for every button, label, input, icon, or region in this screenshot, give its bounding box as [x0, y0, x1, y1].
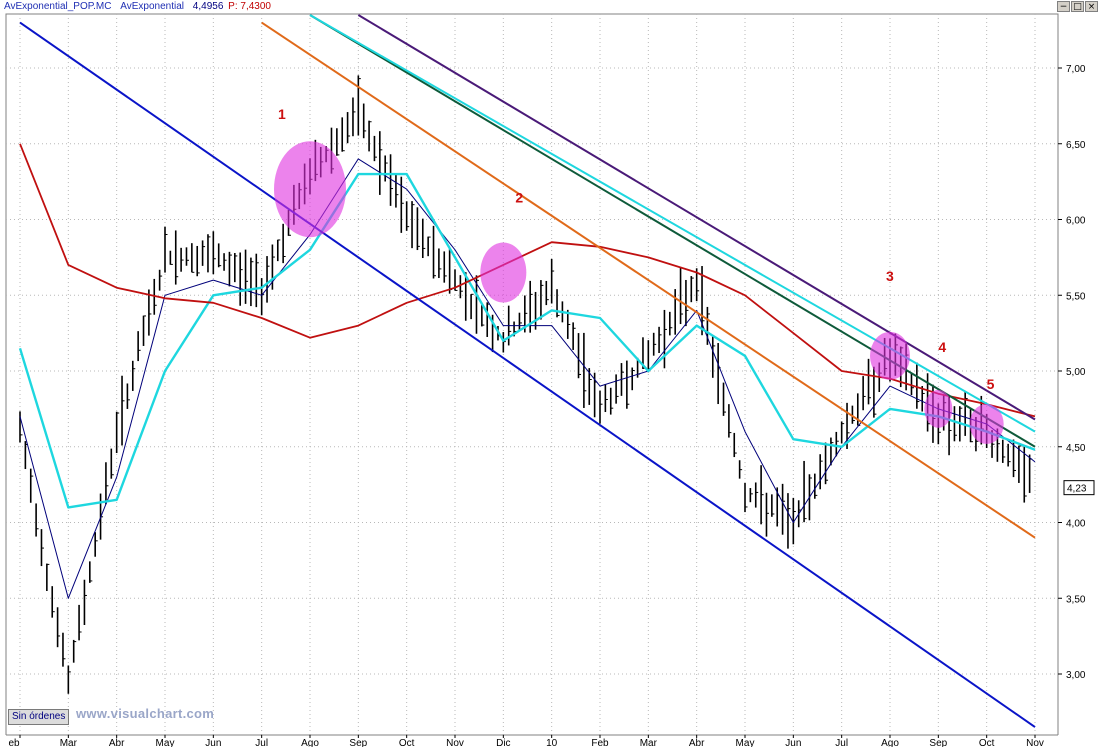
x-tick-label: Jul — [835, 738, 848, 747]
highlight-zone-3 — [870, 331, 910, 380]
orders-button[interactable]: Sin órdenes — [8, 709, 70, 725]
annotation-label-2: 2 — [515, 190, 523, 206]
highlight-zone-4 — [924, 389, 953, 428]
x-tick-label: Abr — [109, 738, 125, 747]
x-tick-label: Mar — [640, 738, 658, 747]
y-tick-label: 4,00 — [1066, 519, 1086, 530]
trendline-orange — [261, 21, 1036, 539]
last-price-label: 4,23 — [1067, 484, 1087, 495]
legend-value: 4,4956 — [192, 1, 224, 12]
trendline-purple — [357, 14, 1036, 421]
x-tick-label: Ago — [881, 738, 899, 747]
x-tick-label: Feb — [591, 738, 609, 747]
x-tick-label: Mar — [60, 738, 78, 747]
x-tick-label: Dic — [496, 738, 510, 747]
minimize-button[interactable]: − — [1057, 1, 1070, 12]
x-tick-label: Sep — [349, 738, 367, 747]
y-tick-label: 6,50 — [1066, 140, 1086, 151]
trendline-blue — [19, 21, 1036, 728]
legend-indicator-2: AvExponential — [120, 1, 185, 12]
y-tick-label: 4,50 — [1066, 443, 1086, 454]
x-tick-label: Abr — [689, 738, 705, 747]
annotation-label-1: 1 — [278, 106, 286, 122]
x-tick-label: May — [156, 738, 175, 747]
y-tick-label: 3,00 — [1066, 670, 1086, 681]
highlight-zone-1 — [274, 141, 346, 238]
annotation-label-4: 4 — [938, 339, 946, 355]
annotation-label-3: 3 — [886, 268, 894, 284]
x-tick-label: Nov — [446, 738, 464, 747]
x-tick-label: eb — [8, 738, 20, 747]
x-tick-label: Jun — [785, 738, 801, 747]
x-tick-label: 10 — [546, 738, 558, 747]
highlight-zone-5 — [969, 404, 1004, 445]
trendline-cyan — [309, 14, 1036, 433]
watermark-text: www.visualchart.com — [76, 706, 215, 721]
y-axis-band — [1058, 14, 1100, 735]
legend-price: P: 7,4300 — [228, 1, 271, 12]
x-tick-label: Ago — [301, 738, 319, 747]
close-button[interactable]: × — [1085, 1, 1098, 12]
x-tick-label: Oct — [399, 738, 415, 747]
x-tick-label: Sep — [929, 738, 947, 747]
annotation-label-5: 5 — [987, 376, 995, 392]
ema-mid-line — [18, 172, 1036, 509]
maximize-button[interactable]: □ — [1071, 1, 1084, 12]
y-tick-label: 5,00 — [1066, 367, 1086, 378]
y-tick-label: 7,00 — [1066, 64, 1086, 75]
x-tick-label: Jul — [255, 738, 268, 747]
window-controls: − □ × — [1057, 1, 1098, 12]
legend-indicator-1: AvExponential_POP.MC — [4, 1, 112, 12]
x-tick-label: Nov — [1026, 738, 1044, 747]
x-tick-label: Oct — [979, 738, 995, 747]
trendline-green — [309, 14, 1036, 448]
x-axis-band — [0, 735, 1100, 747]
highlight-zone-2 — [480, 242, 527, 303]
x-tick-label: Jun — [205, 738, 221, 747]
indicator-legend: AvExponential_POP.MC AvExponential 4,495… — [4, 0, 271, 13]
ema-slow-line — [19, 143, 1036, 418]
y-tick-label: 3,50 — [1066, 594, 1086, 605]
y-tick-label: 5,50 — [1066, 291, 1086, 302]
last-price-box — [1063, 480, 1095, 496]
x-tick-label: May — [736, 738, 755, 747]
y-tick-label: 6,00 — [1066, 216, 1086, 227]
